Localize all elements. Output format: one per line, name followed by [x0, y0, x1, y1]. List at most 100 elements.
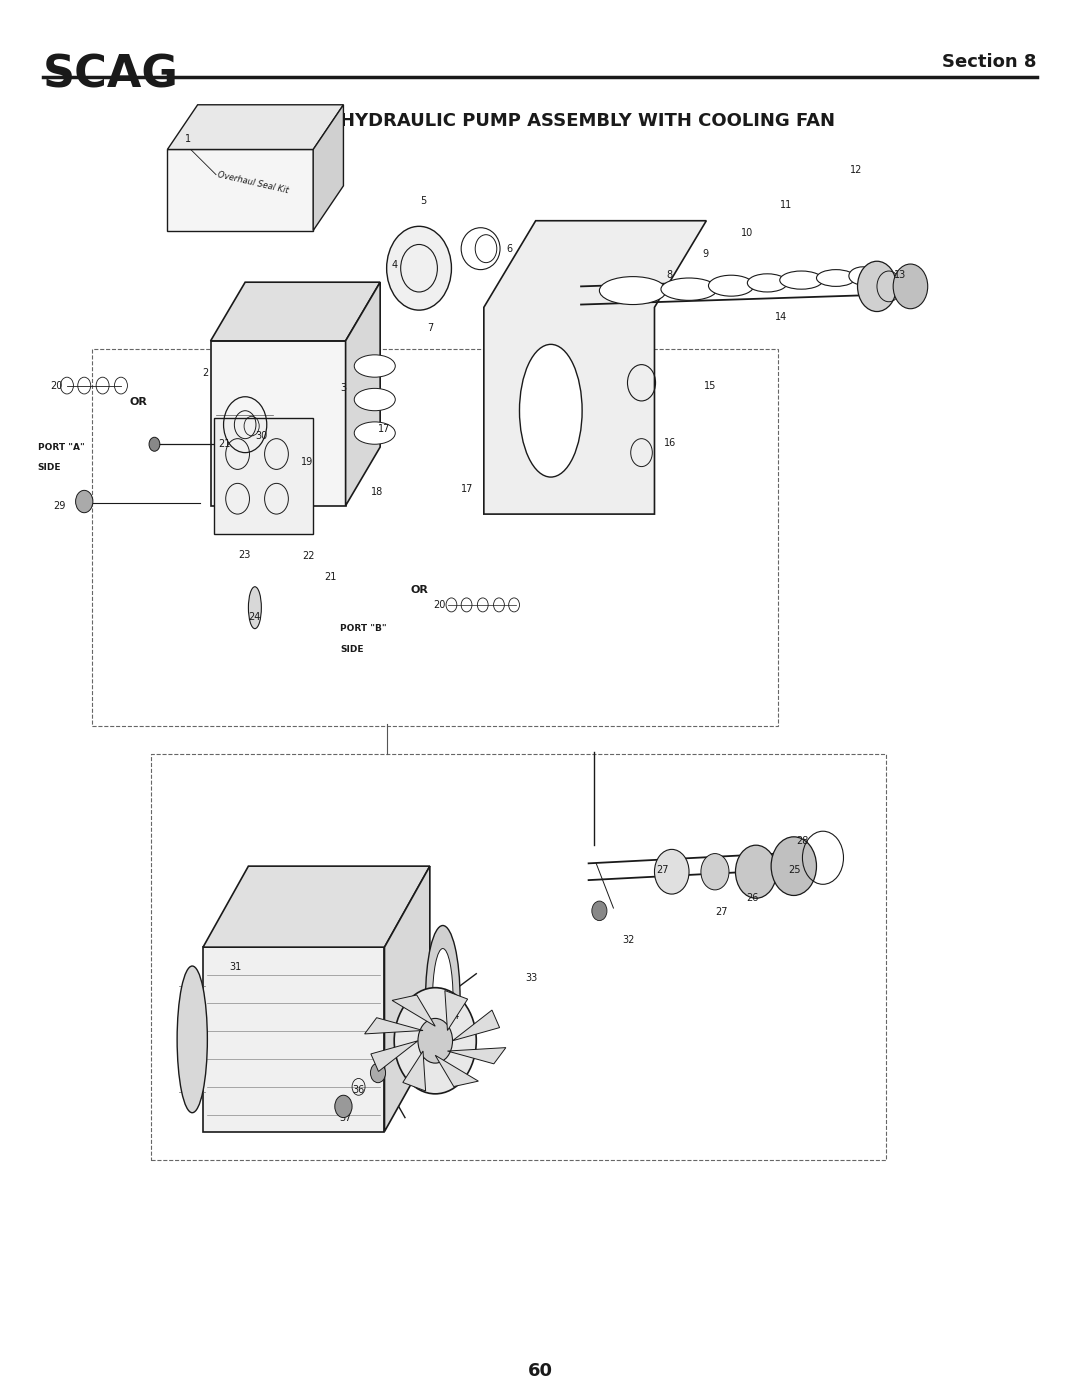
- Ellipse shape: [599, 277, 666, 305]
- Text: 15: 15: [704, 380, 717, 391]
- Circle shape: [387, 226, 451, 310]
- Text: 8: 8: [666, 270, 673, 281]
- Polygon shape: [167, 105, 343, 149]
- Text: 37: 37: [339, 1112, 352, 1123]
- Polygon shape: [384, 866, 430, 1132]
- Text: 25: 25: [788, 865, 801, 876]
- Text: 24: 24: [248, 612, 261, 623]
- Polygon shape: [211, 282, 380, 341]
- Ellipse shape: [780, 271, 823, 289]
- Polygon shape: [365, 1017, 423, 1034]
- Ellipse shape: [747, 274, 787, 292]
- Text: 34: 34: [447, 1010, 460, 1021]
- Circle shape: [149, 437, 160, 451]
- Text: SCAG: SCAG: [43, 53, 179, 96]
- Polygon shape: [370, 1041, 418, 1071]
- Ellipse shape: [354, 388, 395, 411]
- Ellipse shape: [708, 275, 754, 296]
- Text: 22: 22: [302, 550, 315, 562]
- Text: 35: 35: [372, 1070, 384, 1081]
- Text: BDP-16A HYDRAULIC PUMP ASSEMBLY WITH COOLING FAN: BDP-16A HYDRAULIC PUMP ASSEMBLY WITH COO…: [245, 112, 835, 130]
- Text: 9: 9: [702, 249, 708, 260]
- Bar: [151, 754, 886, 1160]
- Text: 17: 17: [461, 483, 474, 495]
- Polygon shape: [445, 990, 468, 1031]
- Ellipse shape: [816, 270, 855, 286]
- Circle shape: [893, 264, 928, 309]
- Bar: [92, 349, 778, 726]
- Circle shape: [735, 845, 777, 898]
- Text: 5: 5: [420, 196, 427, 207]
- Bar: [203, 947, 384, 1132]
- Text: 27: 27: [656, 865, 669, 876]
- Ellipse shape: [432, 949, 454, 1049]
- Circle shape: [592, 901, 607, 921]
- Circle shape: [370, 1063, 386, 1083]
- Text: 36: 36: [352, 1084, 365, 1095]
- Ellipse shape: [426, 925, 460, 1073]
- Text: OR: OR: [410, 584, 428, 595]
- Ellipse shape: [177, 967, 207, 1112]
- Ellipse shape: [519, 345, 582, 478]
- Polygon shape: [435, 1055, 478, 1087]
- Text: 32: 32: [622, 935, 635, 946]
- Text: 14: 14: [774, 312, 787, 323]
- Text: 21: 21: [218, 439, 231, 450]
- Text: 11: 11: [780, 200, 793, 211]
- Text: 12: 12: [850, 165, 863, 176]
- Text: SIDE: SIDE: [340, 645, 364, 654]
- Text: 1: 1: [185, 134, 191, 144]
- Text: 2: 2: [202, 367, 208, 379]
- Circle shape: [771, 837, 816, 895]
- Bar: [211, 341, 346, 506]
- Text: 3: 3: [340, 383, 347, 394]
- Polygon shape: [453, 1010, 500, 1041]
- Text: 33: 33: [525, 972, 538, 983]
- Circle shape: [335, 1095, 352, 1118]
- Circle shape: [701, 854, 729, 890]
- Ellipse shape: [354, 422, 395, 444]
- Ellipse shape: [354, 355, 395, 377]
- Text: 30: 30: [255, 430, 268, 441]
- Text: 27: 27: [715, 907, 728, 918]
- Ellipse shape: [661, 278, 717, 300]
- Text: 60: 60: [527, 1362, 553, 1380]
- Polygon shape: [203, 866, 430, 947]
- Text: 18: 18: [370, 486, 383, 497]
- Bar: [214, 418, 313, 534]
- Text: 19: 19: [300, 457, 313, 468]
- Text: 17: 17: [378, 423, 391, 434]
- Text: 28: 28: [796, 835, 809, 847]
- Text: 20: 20: [51, 380, 63, 391]
- Circle shape: [394, 988, 476, 1094]
- Ellipse shape: [849, 267, 877, 285]
- Circle shape: [654, 849, 689, 894]
- Text: PORT "A": PORT "A": [38, 443, 84, 451]
- Text: 29: 29: [53, 500, 66, 511]
- Text: 6: 6: [507, 243, 513, 254]
- Text: Overhaul Seal Kit: Overhaul Seal Kit: [217, 170, 289, 196]
- Text: PORT "B": PORT "B": [340, 624, 387, 633]
- Polygon shape: [403, 1051, 426, 1091]
- Text: 7: 7: [427, 323, 433, 334]
- Text: 20: 20: [434, 599, 446, 610]
- Polygon shape: [447, 1048, 505, 1065]
- Ellipse shape: [248, 587, 261, 629]
- Bar: [167, 149, 313, 231]
- Polygon shape: [392, 995, 435, 1027]
- Ellipse shape: [461, 228, 500, 270]
- Polygon shape: [346, 282, 380, 506]
- Circle shape: [76, 490, 93, 513]
- Text: 21: 21: [324, 571, 337, 583]
- Text: 26: 26: [746, 893, 759, 904]
- Polygon shape: [484, 221, 706, 514]
- Text: 31: 31: [229, 961, 242, 972]
- Text: SIDE: SIDE: [38, 464, 62, 472]
- Text: OR: OR: [130, 397, 147, 408]
- Text: Section 8: Section 8: [942, 53, 1037, 71]
- Text: 16: 16: [663, 437, 676, 448]
- Circle shape: [418, 1018, 453, 1063]
- Circle shape: [858, 261, 896, 312]
- Text: 4: 4: [391, 260, 397, 271]
- Polygon shape: [313, 105, 343, 231]
